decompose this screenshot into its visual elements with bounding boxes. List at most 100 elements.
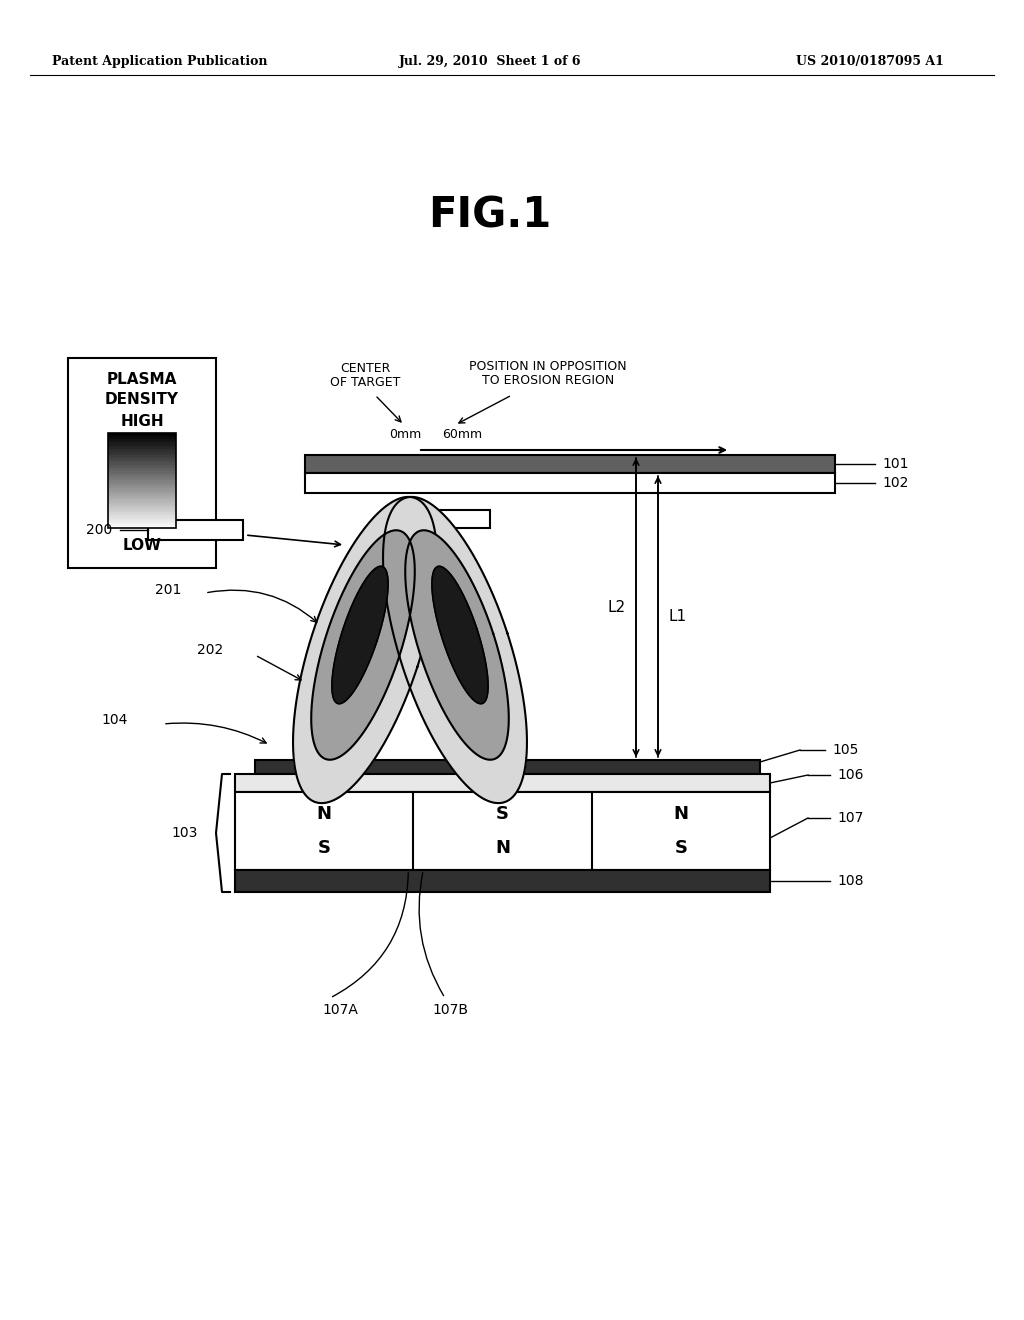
Bar <box>108 473 176 474</box>
Bar <box>108 512 176 513</box>
Bar <box>108 465 176 466</box>
Bar <box>108 486 176 487</box>
Bar <box>234 870 770 892</box>
Bar <box>108 466 176 467</box>
Bar <box>108 436 176 438</box>
Text: 107A: 107A <box>323 1003 358 1016</box>
Text: Patent Application Publication: Patent Application Publication <box>52 55 267 69</box>
Text: TO EROSION REGION: TO EROSION REGION <box>482 375 614 388</box>
Bar <box>108 462 176 463</box>
Bar <box>234 792 770 870</box>
Bar <box>108 454 176 455</box>
Bar <box>108 447 176 449</box>
Bar <box>108 495 176 496</box>
Bar <box>108 471 176 473</box>
Bar <box>108 494 176 495</box>
Text: DENSITY: DENSITY <box>105 392 179 408</box>
Bar <box>108 523 176 525</box>
Text: 60mm: 60mm <box>442 429 482 441</box>
Text: Jul. 29, 2010  Sheet 1 of 6: Jul. 29, 2010 Sheet 1 of 6 <box>398 55 582 69</box>
Text: 103: 103 <box>172 826 198 840</box>
Bar <box>108 525 176 527</box>
Bar <box>108 458 176 459</box>
Bar <box>108 434 176 436</box>
Bar <box>108 475 176 478</box>
Text: 107: 107 <box>837 810 863 825</box>
Bar <box>108 499 176 502</box>
Bar <box>108 488 176 490</box>
Bar <box>108 451 176 454</box>
Bar <box>108 496 176 498</box>
Bar <box>108 527 176 528</box>
Bar <box>108 521 176 523</box>
Bar <box>108 478 176 479</box>
Text: S: S <box>675 840 687 857</box>
Bar <box>108 506 176 507</box>
Bar <box>305 473 835 492</box>
Text: L1: L1 <box>668 609 686 624</box>
Polygon shape <box>432 566 488 704</box>
Bar <box>108 449 176 450</box>
Polygon shape <box>332 566 388 704</box>
Bar <box>108 433 176 434</box>
Bar <box>108 440 176 441</box>
Text: CENTER: CENTER <box>340 362 390 375</box>
Bar <box>108 441 176 442</box>
Bar <box>108 519 176 520</box>
Bar <box>108 507 176 510</box>
Text: L2: L2 <box>608 601 626 615</box>
Text: OF TARGET: OF TARGET <box>330 376 400 389</box>
Text: S: S <box>317 840 331 857</box>
Bar <box>108 491 176 494</box>
Bar <box>108 450 176 451</box>
Text: FIG.1: FIG.1 <box>428 194 552 236</box>
Bar <box>108 515 176 517</box>
Bar <box>108 459 176 462</box>
Text: HIGH: HIGH <box>120 413 164 429</box>
Bar <box>390 510 490 528</box>
Bar <box>108 444 176 446</box>
Bar <box>108 511 176 512</box>
Text: N: N <box>316 805 332 822</box>
Text: LOW: LOW <box>123 539 162 553</box>
Text: 0mm: 0mm <box>389 429 421 441</box>
Polygon shape <box>406 531 509 760</box>
Text: 202: 202 <box>197 643 223 657</box>
Polygon shape <box>311 531 415 760</box>
Bar <box>108 483 176 486</box>
Bar <box>108 504 176 506</box>
Bar <box>108 520 176 521</box>
Bar <box>234 774 770 792</box>
Bar <box>108 446 176 447</box>
Bar <box>108 503 176 504</box>
Bar <box>255 760 760 774</box>
Bar <box>108 457 176 458</box>
Text: 104: 104 <box>101 713 128 727</box>
Bar <box>108 513 176 515</box>
Bar <box>108 490 176 491</box>
Text: 106: 106 <box>837 768 863 781</box>
Bar <box>108 455 176 457</box>
Bar <box>305 455 835 473</box>
Text: POSITION IN OPPOSITION: POSITION IN OPPOSITION <box>469 360 627 374</box>
Text: PLASMA: PLASMA <box>106 372 177 388</box>
Bar <box>148 520 243 540</box>
Bar <box>108 480 176 482</box>
Polygon shape <box>293 496 437 803</box>
Bar <box>108 470 176 471</box>
Text: N: N <box>495 840 510 857</box>
Text: 102: 102 <box>882 477 908 490</box>
Text: US 2010/0187095 A1: US 2010/0187095 A1 <box>796 55 944 69</box>
Text: 105: 105 <box>831 743 858 756</box>
Text: N: N <box>674 805 688 822</box>
Bar <box>108 479 176 480</box>
Text: 108: 108 <box>837 874 863 888</box>
Bar <box>108 517 176 519</box>
Bar <box>68 358 216 568</box>
Bar <box>108 502 176 503</box>
Text: 101: 101 <box>882 457 908 471</box>
Text: S: S <box>496 805 509 822</box>
Bar <box>108 474 176 475</box>
Bar <box>108 463 176 465</box>
Bar <box>108 498 176 499</box>
